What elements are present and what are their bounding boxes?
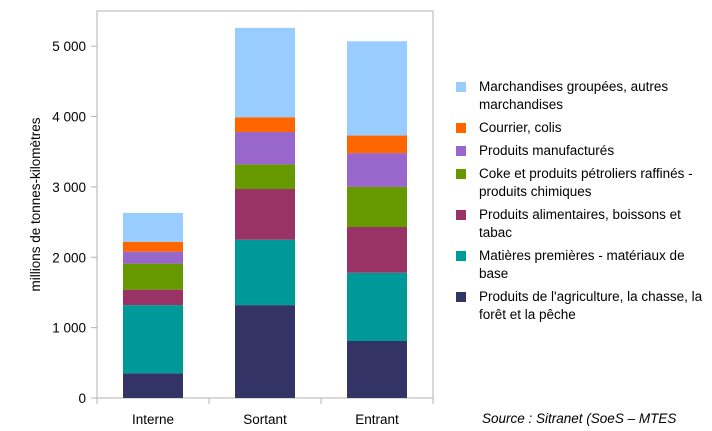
legend-item-produits-agriculture: Produits de l'agriculture, la chasse, la… <box>450 288 712 324</box>
legend-swatch <box>456 292 466 302</box>
legend-label: Matières premières - matériaux de base <box>479 248 685 281</box>
legend-item-produits-manufactures: Produits manufacturés <box>450 142 712 160</box>
y-tick-label: 1 000 <box>52 321 86 336</box>
legend-label: Produits alimentaires, boissons et tabac <box>479 207 681 240</box>
bar-segment <box>235 27 295 118</box>
legend-swatch <box>456 82 466 92</box>
bar-segment <box>123 241 183 252</box>
y-tick-label: 4 000 <box>52 110 86 125</box>
legend-swatch <box>456 146 466 156</box>
y-axis-label: millions de tonnes-kilomètres <box>28 117 43 291</box>
bar-segment <box>347 153 407 187</box>
bar-segment <box>235 239 295 306</box>
legend-label: Produits de l'agriculture, la chasse, la… <box>479 289 703 322</box>
x-tick-label: Sortant <box>243 412 287 427</box>
bar-segment <box>123 212 183 242</box>
legend-item-marchandises-groupees: Marchandises groupées, autres marchandis… <box>450 78 712 114</box>
bar-segment <box>123 305 183 374</box>
legend-swatch <box>456 123 466 133</box>
x-tick-label: Interne <box>132 412 174 427</box>
y-tick-label: 2 000 <box>52 250 86 265</box>
chart-legend: Marchandises groupées, autres marchandis… <box>450 78 712 329</box>
legend-label: Courrier, colis <box>479 120 562 135</box>
y-tick-label: 3 000 <box>52 180 86 195</box>
legend-item-produits-alimentaires: Produits alimentaires, boissons et tabac <box>450 206 712 242</box>
legend-swatch <box>456 169 466 179</box>
x-tick-label: Entrant <box>355 412 399 427</box>
legend-item-matieres-premieres: Matières premières - matériaux de base <box>450 247 712 283</box>
bar-segment <box>347 41 407 136</box>
y-tick-label: 5 000 <box>52 39 86 54</box>
bar-segment <box>235 305 295 398</box>
bar-segment <box>347 341 407 398</box>
bar-segment <box>123 289 183 306</box>
bar-segment <box>123 263 183 290</box>
bar-segment <box>123 251 183 264</box>
legend-item-coke-petroliers: Coke et produits pétroliers raffinés - p… <box>450 165 712 201</box>
legend-label: Coke et produits pétroliers raffinés - p… <box>479 166 693 199</box>
legend-label: Produits manufacturés <box>479 143 615 158</box>
bar-segment <box>235 189 295 240</box>
source-note: Source : Sitranet (SoeS – MTES <box>482 411 677 426</box>
y-tick-label: 0 <box>78 391 86 406</box>
bar-segment <box>235 164 295 190</box>
legend-swatch <box>456 251 466 261</box>
bar-segment <box>347 272 407 342</box>
bar-segment <box>347 135 407 154</box>
legend-label: Marchandises groupées, autres marchandis… <box>479 79 669 112</box>
bar-segment <box>347 227 407 273</box>
legend-item-courrier-colis: Courrier, colis <box>450 119 712 137</box>
bar-segment <box>235 132 295 165</box>
bar-segment <box>123 373 183 398</box>
bar-segment <box>235 117 295 133</box>
legend-swatch <box>456 210 466 220</box>
bar-segment <box>347 186 407 228</box>
